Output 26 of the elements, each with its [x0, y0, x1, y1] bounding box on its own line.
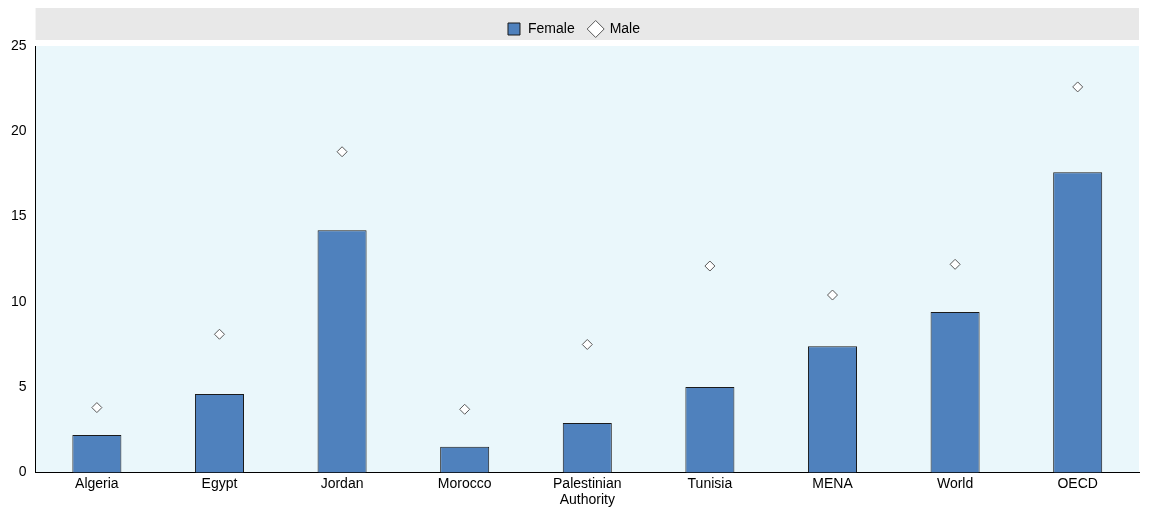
x-tick-label: Palestinian Authority [553, 474, 622, 508]
y-tick-label: 25 [10, 36, 27, 53]
legend-label: Male [609, 19, 641, 36]
point [213, 328, 225, 340]
x-tick-label: Jordan [320, 474, 364, 491]
x-tick-label: World [936, 474, 974, 491]
y-tick-label: 5 [18, 377, 27, 394]
x-tick-label: Tunisia [687, 474, 733, 491]
point [581, 338, 593, 350]
point [1072, 81, 1084, 93]
point [336, 146, 348, 158]
x-tick-label: MENA [812, 474, 854, 491]
point [949, 258, 961, 270]
legend-label: Female [527, 19, 575, 36]
y-tick-label: 15 [10, 207, 27, 224]
x-tick-label: OECD [1057, 474, 1098, 491]
y-tick-label: 10 [10, 292, 27, 309]
x-tick-label: Egypt [201, 474, 238, 491]
y-tick-label: 0 [18, 463, 27, 480]
y-tick-label: 20 [10, 122, 27, 139]
point [826, 289, 838, 301]
x-tick-label: Morocco [437, 474, 492, 491]
x-tick-label: Algeria [75, 474, 119, 491]
point [459, 403, 471, 415]
point [704, 260, 716, 272]
point [91, 402, 103, 414]
